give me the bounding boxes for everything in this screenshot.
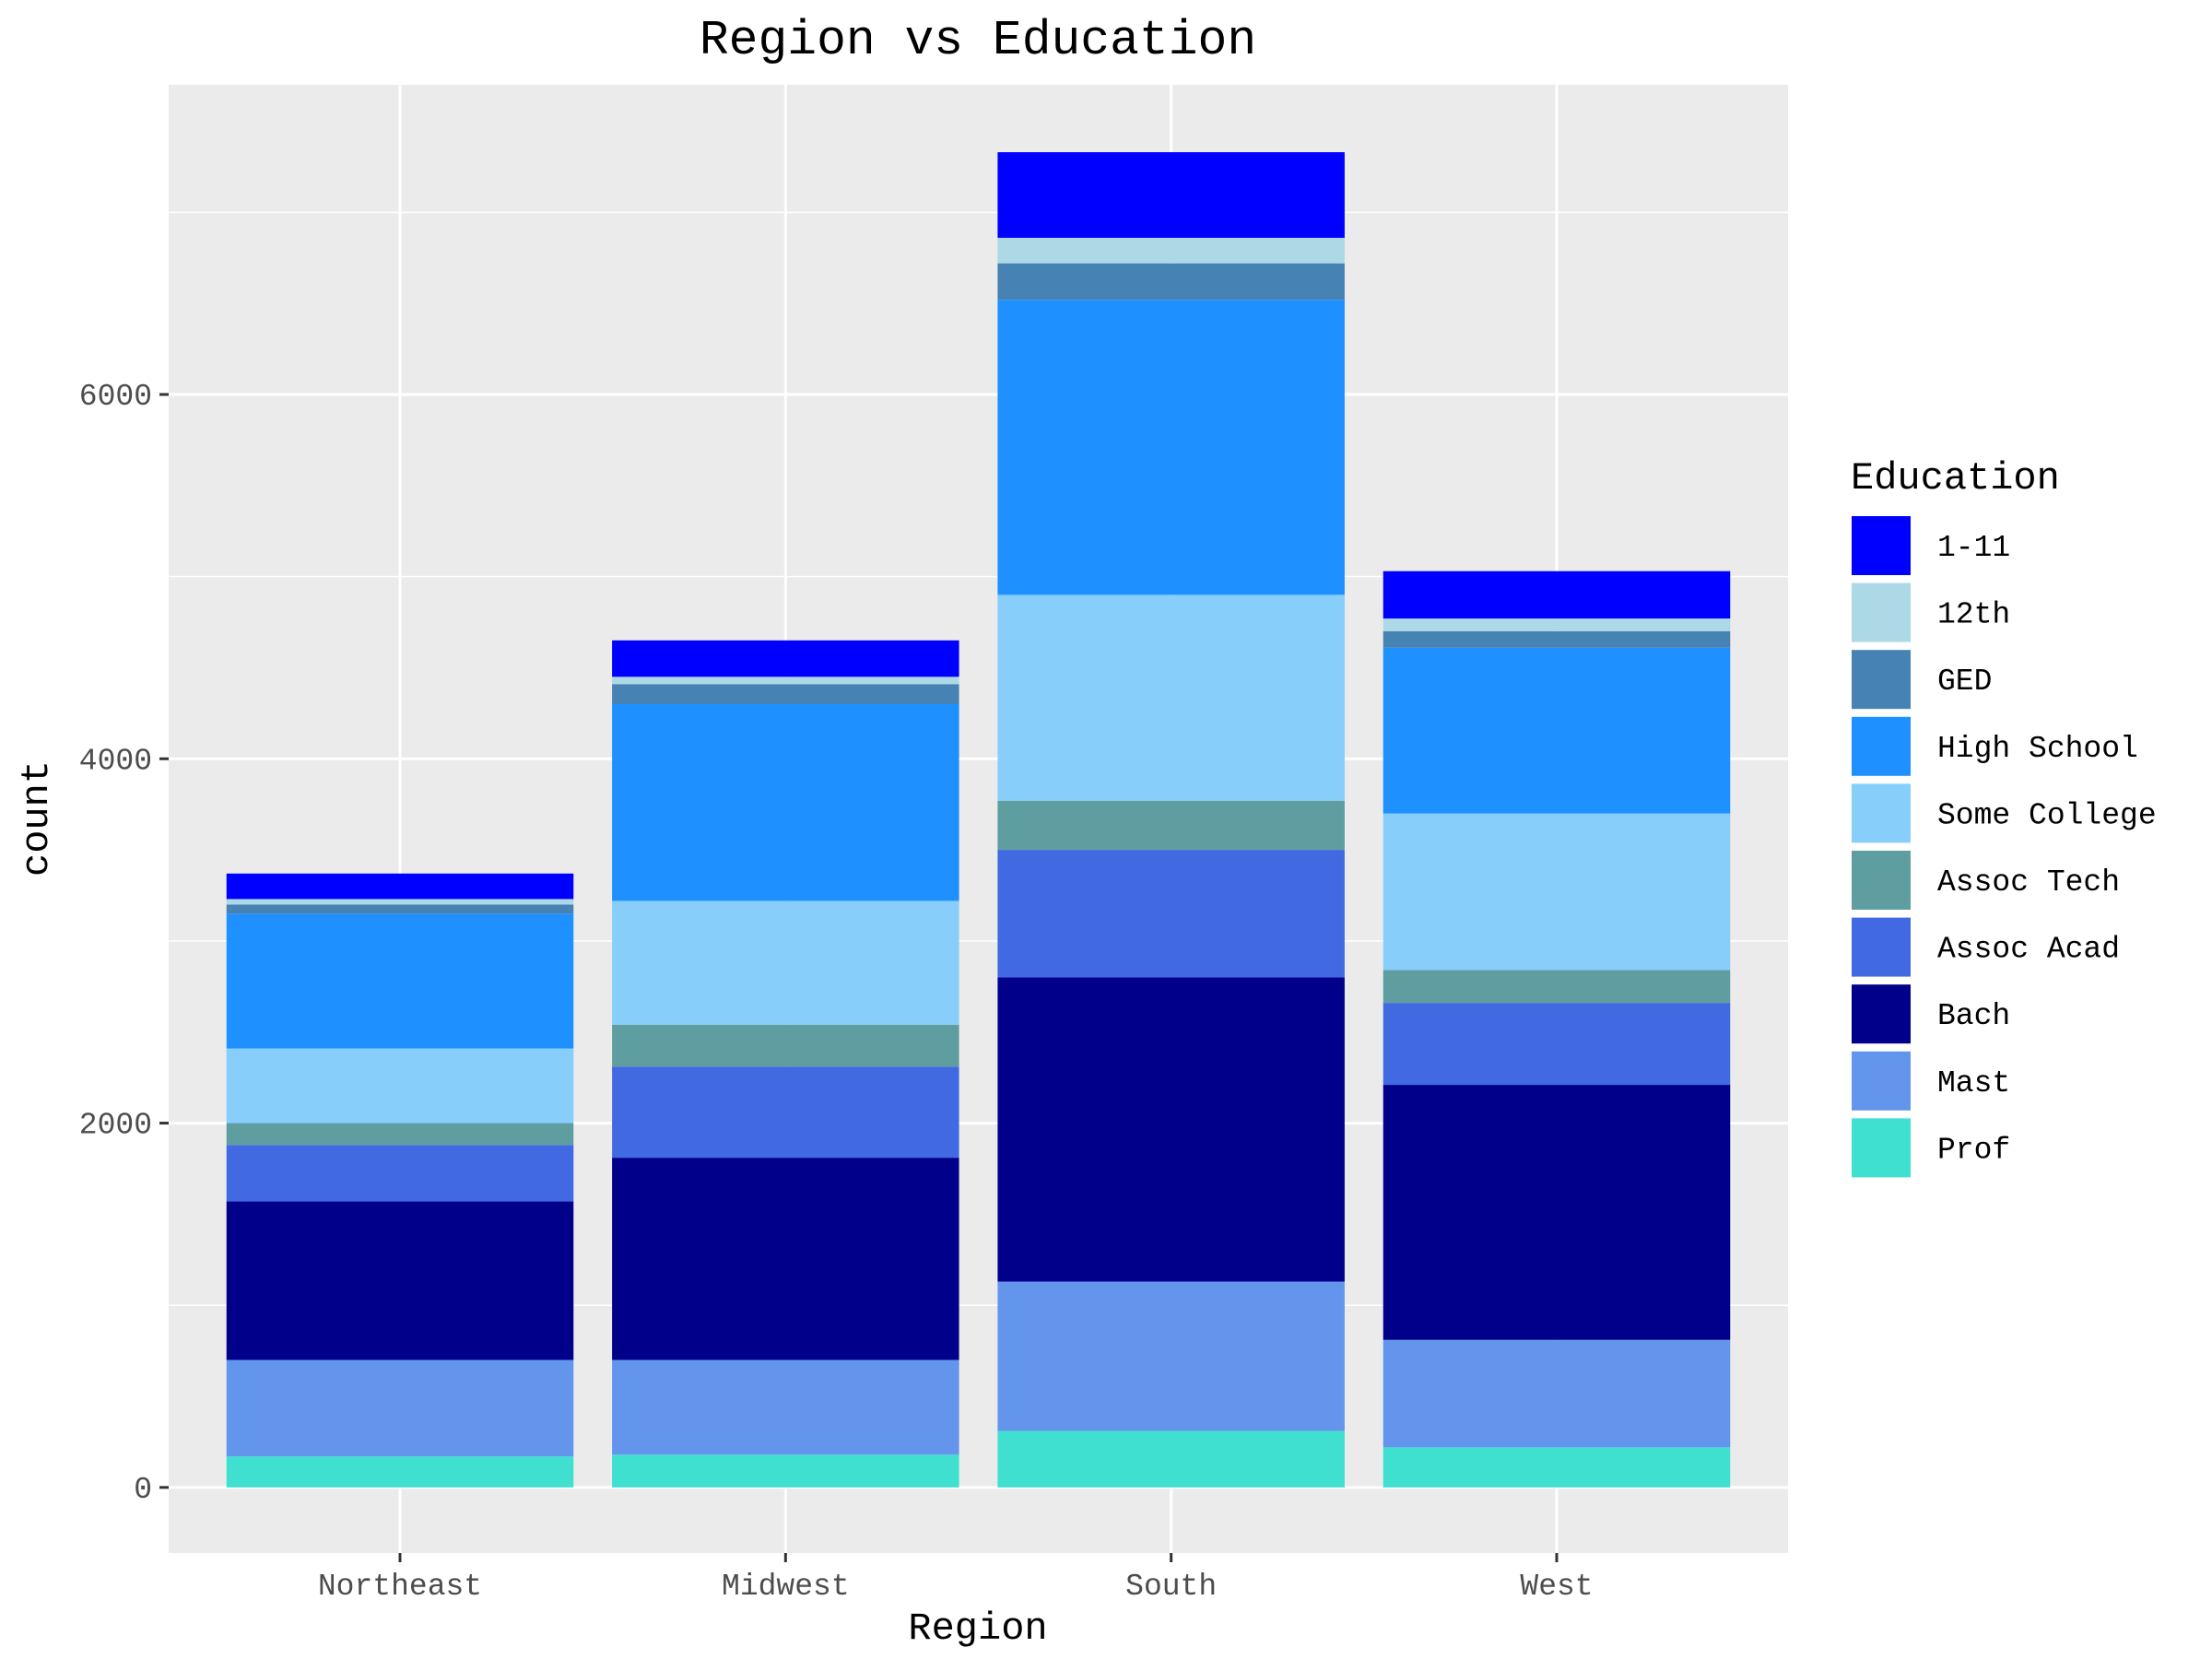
bar-segment-assoc-acad xyxy=(1382,1003,1731,1086)
bar-segment-12th xyxy=(997,238,1345,264)
legend-swatch xyxy=(1850,1116,1912,1180)
bar-segment-mast xyxy=(226,1359,574,1457)
x-tick-label: Midwest xyxy=(722,1570,850,1604)
legend-swatch xyxy=(1850,1049,1912,1112)
y-tick-label: 0 xyxy=(134,1473,152,1507)
x-axis-title: Region xyxy=(908,1606,1047,1651)
bar-segment-prof xyxy=(612,1454,959,1488)
bar-segment-bach xyxy=(1382,1085,1731,1340)
legend-item-mast: Mast xyxy=(1850,1049,2010,1112)
bar-segment-some-college xyxy=(226,1048,574,1124)
bar-segment-assoc-tech xyxy=(1382,970,1731,1004)
legend-label: Bach xyxy=(1937,999,2010,1033)
legend-item-some-college: Some College xyxy=(1850,782,2157,845)
legend-item-1-11: 1-11 xyxy=(1850,514,2010,577)
bar-segment-assoc-tech xyxy=(997,800,1345,851)
bar-stack-west xyxy=(1382,571,1731,1488)
x-tick-label: Northeast xyxy=(318,1570,482,1604)
bars xyxy=(226,152,1731,1488)
bar-segment-assoc-tech xyxy=(612,1024,959,1067)
bar-segment-prof xyxy=(226,1456,574,1488)
bar-segment-some-college xyxy=(997,594,1345,801)
bar-segment-1-11 xyxy=(1382,571,1731,619)
legend-swatch xyxy=(1850,982,1912,1046)
x-tick-label: West xyxy=(1520,1570,1593,1604)
legend-swatch xyxy=(1850,514,1912,577)
legend-label: GED xyxy=(1937,665,1992,699)
legend-label: 12th xyxy=(1937,598,2010,632)
y-axis: 0 2000 4000 6000 xyxy=(79,380,169,1507)
bar-segment-high-school xyxy=(612,703,959,901)
bar-stack-northeast xyxy=(226,873,574,1488)
legend-label: High School xyxy=(1937,732,2138,766)
legend-item-assoc-tech: Assoc Tech xyxy=(1850,849,2120,912)
bar-segment-prof xyxy=(997,1430,1345,1488)
bar-segment-high-school xyxy=(997,300,1345,595)
legend-title: Education xyxy=(1851,456,2060,500)
legend-swatch xyxy=(1850,849,1912,912)
bar-segment-bach xyxy=(997,977,1345,1282)
legend-label: Prof xyxy=(1937,1133,2010,1167)
y-tick-label: 2000 xyxy=(79,1109,152,1143)
legend-swatch xyxy=(1850,648,1912,712)
bar-segment-assoc-acad xyxy=(612,1066,959,1159)
bar-segment-12th xyxy=(226,899,574,905)
legend-label: Some College xyxy=(1937,798,2157,832)
x-axis: Northeast Midwest South West xyxy=(318,1553,1594,1604)
bar-segment-bach xyxy=(612,1158,959,1360)
legend-label: Mast xyxy=(1937,1066,2010,1100)
legend-swatch xyxy=(1850,714,1912,778)
y-axis-title: count xyxy=(15,760,59,877)
x-tick-label: South xyxy=(1125,1570,1217,1604)
bar-segment-1-11 xyxy=(997,152,1345,239)
bar-segment-mast xyxy=(997,1281,1345,1431)
legend-swatch xyxy=(1850,581,1912,644)
bar-segment-12th xyxy=(1382,618,1731,631)
bar-segment-mast xyxy=(612,1359,959,1455)
bar-segment-ged xyxy=(226,904,574,914)
bar-segment-assoc-acad xyxy=(997,850,1345,978)
bar-segment-prof xyxy=(1382,1447,1731,1488)
bar-segment-ged xyxy=(612,684,959,704)
legend-item-bach: Bach xyxy=(1850,982,2010,1046)
bar-segment-1-11 xyxy=(226,873,574,900)
bar-segment-mast xyxy=(1382,1339,1731,1448)
y-tick-label: 4000 xyxy=(79,744,152,778)
legend-item-ged: GED xyxy=(1850,648,1992,712)
bar-segment-high-school xyxy=(1382,647,1731,814)
bar-segment-ged xyxy=(1382,630,1731,648)
legend-item-12th: 12th xyxy=(1850,581,2010,644)
legend: Education 1-11 12th GED High School Some Col… xyxy=(1850,456,2157,1180)
legend-label: Assoc Acad xyxy=(1937,933,2120,967)
legend-item-assoc-acad: Assoc Acad xyxy=(1850,915,2120,979)
y-tick-label: 6000 xyxy=(79,380,152,414)
bar-segment-some-college xyxy=(612,900,959,1025)
bar-stack-south xyxy=(997,152,1345,1488)
legend-item-prof: Prof xyxy=(1850,1116,2010,1180)
legend-swatch xyxy=(1850,915,1912,979)
legend-swatch xyxy=(1850,782,1912,845)
bar-segment-assoc-acad xyxy=(226,1145,574,1202)
legend-label: 1-11 xyxy=(1937,531,2010,565)
bar-segment-some-college xyxy=(1382,813,1731,971)
legend-label: Assoc Tech xyxy=(1937,865,2120,900)
bar-segment-bach xyxy=(226,1201,574,1360)
bar-segment-12th xyxy=(612,677,959,685)
bar-segment-1-11 xyxy=(612,640,959,677)
bar-stack-midwest xyxy=(612,640,959,1488)
bar-segment-high-school xyxy=(226,913,574,1049)
chart-title: Region vs Education xyxy=(700,13,1256,68)
legend-item-high-school: High School xyxy=(1850,714,2138,778)
bar-segment-ged xyxy=(997,263,1345,300)
bar-segment-assoc-tech xyxy=(226,1123,574,1146)
